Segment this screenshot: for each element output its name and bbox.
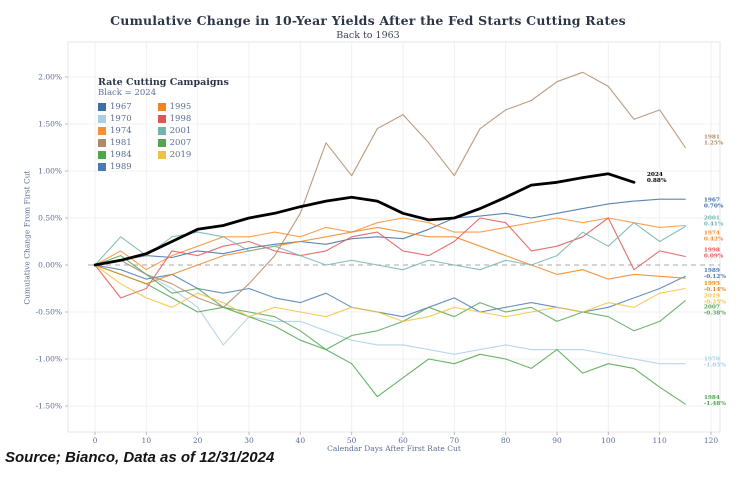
end-label-1989: 1989 -0.12%	[704, 268, 727, 280]
end-label-2007: 2007 -0.38%	[704, 305, 727, 317]
legend-label-1995: 1995	[169, 102, 192, 112]
legend-label-1984: 1984	[110, 150, 132, 160]
legend-item-2001: 2001	[157, 125, 192, 137]
series-line-1970	[94, 259, 686, 365]
legend-item-1970: 1970	[98, 113, 132, 125]
legend-swatch-1967	[98, 103, 106, 111]
x-tick-label: 50	[347, 436, 357, 445]
source-note: Source; Bianco, Data as of 12/31/2024	[5, 449, 275, 466]
series-line-2024	[93, 172, 636, 267]
y-tick-label: -1.50%	[36, 402, 62, 411]
x-tick-label: 0	[93, 436, 98, 445]
legend-item-1998: 1998	[157, 113, 192, 125]
end-label-1981: 1981 1.25%	[704, 134, 724, 146]
series-line-1995	[94, 226, 686, 285]
end-label-1995: 1995 -0.14%	[704, 281, 727, 293]
y-axis-title: Cumulative Change From First Cut	[22, 170, 32, 305]
end-label-1998: 1998 0.09%	[704, 247, 724, 259]
end-label-2001: 2001 0.41%	[704, 215, 724, 227]
y-tick-label: -1.00%	[36, 355, 62, 364]
legend-item-1981: 1981	[98, 137, 132, 149]
legend-label-2019: 2019	[169, 150, 192, 160]
x-tick-label: 10	[142, 436, 152, 445]
x-tick-label: 20	[193, 436, 203, 445]
x-tick-label: 40	[296, 436, 306, 445]
chart-title: Cumulative Change in 10-Year Yields Afte…	[110, 13, 626, 28]
legend-label-1974: 1974	[110, 126, 132, 136]
plot-border	[67, 41, 721, 433]
end-label-1970: 1970 -1.05%	[704, 356, 727, 368]
series-line-1989	[94, 264, 686, 318]
end-label-1967: 1967 0.70%	[704, 197, 724, 209]
x-tick-label: 60	[398, 436, 408, 445]
series-line-1967	[94, 198, 686, 266]
end-label-1974: 1974 0.42%	[704, 230, 724, 242]
legend-item-1989: 1989	[98, 161, 132, 173]
end-label-2024: 2024 0.88%	[647, 172, 667, 184]
chart-subtitle: Back to 1963	[336, 30, 400, 41]
end-label-2019: 2019 -0.25%	[704, 293, 727, 305]
x-axis-title: Calendar Days After First Rate Cut	[327, 444, 461, 453]
legend-label-1970: 1970	[110, 114, 132, 124]
legend-swatch-1989	[98, 163, 106, 171]
series-line-1998	[94, 217, 686, 299]
legend-swatch-2019	[157, 151, 166, 159]
legend-subtitle: Black = 2024	[98, 88, 157, 98]
x-tick-label: 80	[501, 436, 511, 445]
series-lines	[93, 71, 686, 405]
legend-label-2001: 2001	[169, 126, 192, 136]
y-tick-label: 2.00%	[38, 73, 62, 82]
series-line-1981	[94, 71, 686, 308]
legend-item-1995: 1995	[157, 101, 192, 113]
y-tick-label: 0.50%	[38, 214, 62, 223]
x-tick-label: 120	[704, 436, 719, 445]
legend-swatch-2007	[157, 139, 166, 147]
x-tick-label: 110	[653, 436, 668, 445]
legend-label-1989: 1989	[110, 162, 132, 172]
legend-swatch-1970	[98, 115, 106, 123]
y-tick-label: 1.00%	[38, 167, 62, 176]
y-tick-label: 0.00%	[38, 261, 62, 270]
legend-item-1984: 1984	[98, 149, 132, 161]
series-line-2001	[94, 222, 686, 271]
legend-swatch-1984	[98, 151, 106, 159]
legend-item-2019: 2019	[157, 149, 192, 161]
legend-label-1981: 1981	[110, 138, 132, 148]
legend: Rate Cutting Campaigns Black = 2024 1967…	[98, 77, 229, 173]
x-tick-label: 70	[450, 436, 460, 445]
legend-item-1974: 1974	[98, 125, 132, 137]
series-line-1974	[94, 217, 686, 271]
legend-swatch-1974	[98, 127, 106, 135]
legend-swatch-2001	[157, 127, 166, 135]
x-tick-label: 90	[552, 436, 562, 445]
legend-swatch-1995	[157, 103, 166, 111]
legend-label-2007: 2007	[169, 138, 192, 148]
y-tick-label: 1.50%	[38, 120, 62, 129]
legend-columns: 1967 1970 1974 1981 1984 1989 1995 1998 2001 200…	[98, 101, 229, 173]
y-tick-label: -0.50%	[36, 308, 62, 317]
x-tick-label: 30	[244, 436, 254, 445]
end-label-1984: 1984 -1.48%	[704, 395, 727, 407]
end-labels: 1967 0.70% 1970 -1.05% 1974 0.42% 1984 -1.48% 19…	[647, 134, 727, 406]
series-line-2019	[94, 264, 686, 322]
legend-item-1967: 1967	[98, 101, 132, 113]
legend-column-2: 1995 1998 2001 2007 2019	[157, 101, 192, 173]
legend-label-1998: 1998	[169, 114, 192, 124]
gridlines	[68, 42, 720, 432]
series-line-1984	[94, 264, 686, 405]
legend-swatch-1998	[157, 115, 166, 123]
series-line-2007	[94, 255, 686, 351]
legend-column-1: 1967 1970 1974 1981 1984 1989	[98, 101, 132, 173]
axis-ticks: 2.00% 1.50% 1.00% 0.50% 0.00% -0.50% -1.00% -1.…	[36, 73, 719, 446]
legend-item-2007: 2007	[157, 137, 192, 149]
legend-swatch-1981	[98, 139, 106, 147]
x-tick-label: 100	[601, 436, 616, 445]
legend-label-1967: 1967	[110, 102, 132, 112]
legend-title: Rate Cutting Campaigns	[98, 77, 229, 88]
